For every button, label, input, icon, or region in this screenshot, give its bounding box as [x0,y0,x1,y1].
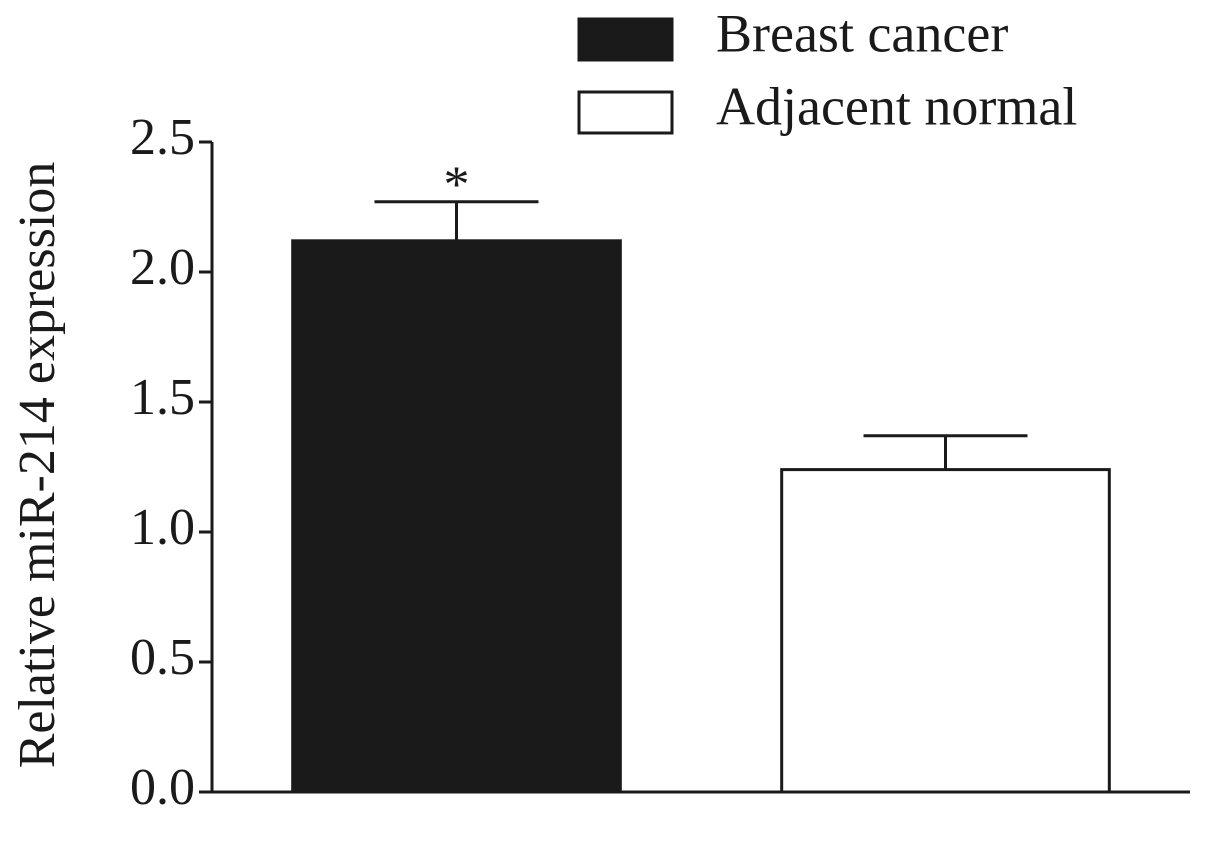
error-bar [374,200,539,241]
legend-label: Adjacent normal [716,76,1077,136]
y-tick-label: 1.5 [130,369,195,426]
y-tick-label: 0.5 [130,629,195,686]
legend-swatch [577,17,674,62]
legend-label: Breast cancer [716,3,1008,63]
bar [780,468,1111,794]
y-axis-label: Relative miR-214 expression [9,162,66,769]
legend-swatch [577,90,674,135]
error-bar [863,434,1028,470]
annotation: * [444,157,470,214]
y-tick-label: 0.0 [130,759,195,816]
y-tick-label: 2.5 [130,109,195,166]
y-tick-label: 2.0 [130,239,195,296]
y-tick-label: 1.0 [130,499,195,556]
bar [291,239,622,794]
